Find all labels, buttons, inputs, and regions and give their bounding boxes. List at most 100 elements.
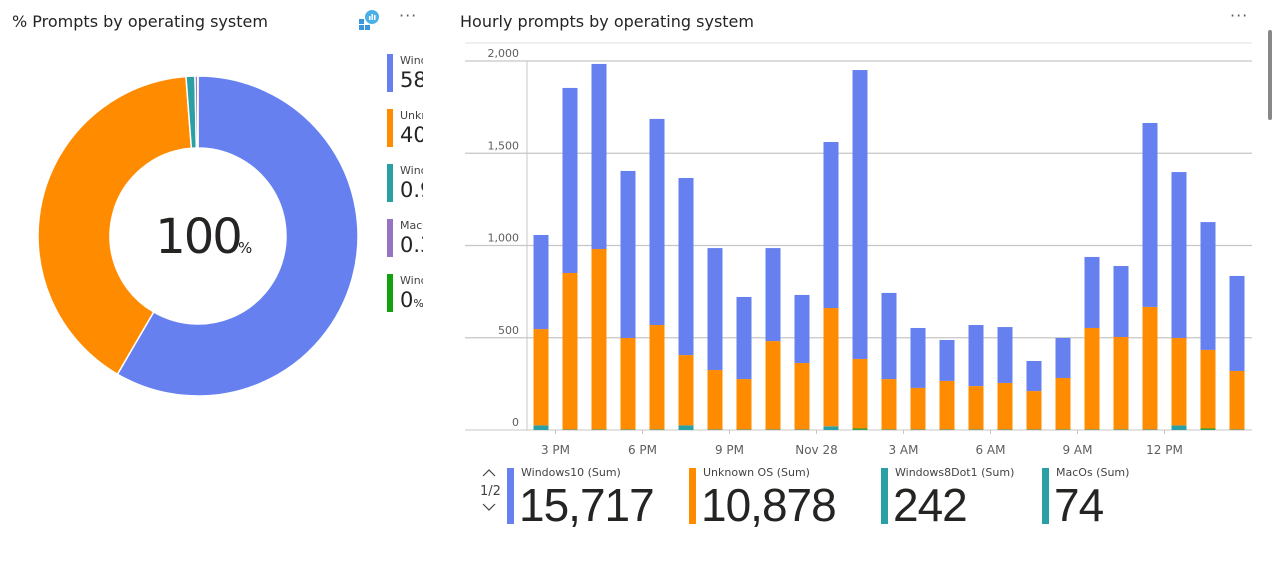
bar-segment-windows8dot1[interactable]: [910, 429, 926, 430]
bar-segment-unknown-os[interactable]: [620, 337, 636, 430]
x-tick-label: 12 PM: [1146, 443, 1183, 457]
legend-item[interactable]: Wind 0%: [387, 274, 423, 314]
bar-segment-unknown-os[interactable]: [678, 355, 694, 426]
bar-segment-unknown-os[interactable]: [736, 379, 752, 430]
legend-card-value: 10,878: [701, 479, 837, 531]
bar-segment-windows10[interactable]: [591, 63, 607, 250]
bar-segment-windows8dot1[interactable]: [533, 425, 549, 430]
bar-segment-unknown-os[interactable]: [852, 358, 868, 429]
bar-segment-unknown-os[interactable]: [707, 370, 723, 430]
bar-segment-windows10[interactable]: [1084, 256, 1100, 328]
legend-value: 58.4%: [400, 68, 423, 92]
bar-segment-windows10[interactable]: [1026, 360, 1042, 392]
legend-item[interactable]: Unknown OS 40.4%: [387, 109, 423, 149]
bar-segment-windows10[interactable]: [1229, 275, 1245, 371]
bar-segment-windows10[interactable]: [881, 292, 897, 380]
bar-segment-unknown-os[interactable]: [1229, 370, 1245, 430]
bar-segment-unknown-os[interactable]: [794, 363, 810, 430]
bar-segment-windows10[interactable]: [939, 339, 955, 381]
bar-segment-windows10[interactable]: [707, 248, 723, 371]
scrollbar[interactable]: [1268, 30, 1272, 120]
bar-segment-unknown-os[interactable]: [533, 329, 549, 426]
bar-segment-unknown-os[interactable]: [1055, 377, 1071, 430]
more-options-button[interactable]: ···: [399, 6, 418, 25]
bar-segment-windows8dot1[interactable]: [939, 429, 955, 430]
bar-segment-windows8dot1[interactable]: [1229, 429, 1245, 430]
bar-segment-windows10[interactable]: [1055, 337, 1071, 378]
bar-segment-unknown-os[interactable]: [649, 325, 665, 430]
smart-narrative-icon[interactable]: [359, 10, 379, 30]
bar-segment-macos[interactable]: [1200, 428, 1216, 430]
bar-segment-windows10[interactable]: [533, 234, 549, 330]
pager-up-icon[interactable]: [480, 466, 498, 482]
bar-segment-windows10[interactable]: [910, 327, 926, 388]
bar-segment-windows10[interactable]: [562, 87, 578, 273]
legend-item[interactable]: MacOs 0.3%: [387, 219, 423, 259]
bar-segment-unknown-os[interactable]: [910, 387, 926, 430]
donut-slice[interactable]: [116, 75, 359, 397]
bar-segment-windows10[interactable]: [736, 296, 752, 380]
bar-segment-windows10[interactable]: [852, 70, 868, 359]
legend-swatch: [507, 468, 514, 524]
bar-segment-windows10[interactable]: [649, 118, 665, 326]
bar-segment-windows10[interactable]: [1200, 222, 1216, 350]
bar-segment-windows10[interactable]: [1171, 172, 1187, 338]
y-tick-label: 500: [498, 324, 519, 337]
bar-segment-unknown-os[interactable]: [1200, 349, 1216, 429]
bar-segment-windows8dot1[interactable]: [997, 429, 1013, 430]
bar-segment-windows10[interactable]: [1142, 122, 1158, 307]
bar-segment-windows8dot1[interactable]: [620, 429, 636, 430]
bar-segment-unknown-os[interactable]: [968, 386, 984, 430]
bar-segment-windows10[interactable]: [620, 170, 636, 338]
bar-segment-windows8dot1[interactable]: [1171, 425, 1187, 430]
bar-segment-windows8dot1[interactable]: [765, 429, 781, 430]
bar-segment-unknown-os[interactable]: [997, 382, 1013, 430]
bar-segment-windows10[interactable]: [765, 248, 781, 342]
bar-segment-unknown-os[interactable]: [939, 380, 955, 430]
bar-segment-windows10[interactable]: [997, 327, 1013, 383]
bar-segment-windows8dot1[interactable]: [881, 429, 897, 430]
bar-segment-windows10[interactable]: [794, 294, 810, 364]
bar-segment-windows10[interactable]: [1113, 265, 1129, 338]
bar-segment-windows8dot1[interactable]: [562, 429, 578, 430]
bar-segment-windows8dot1[interactable]: [852, 429, 868, 430]
bar-segment-windows10[interactable]: [968, 325, 984, 387]
bar-segment-windows8dot1[interactable]: [794, 429, 810, 430]
legend-item[interactable]: Windows10 58.4%: [387, 54, 423, 94]
bar-segment-unknown-os[interactable]: [1113, 337, 1129, 430]
bar-segment-unknown-os[interactable]: [823, 308, 839, 427]
bar-segment-unknown-os[interactable]: [1142, 306, 1158, 430]
x-tick-label: 9 PM: [715, 443, 744, 457]
bar-segment-windows8dot1[interactable]: [1142, 429, 1158, 430]
bar-segment-unknown-os[interactable]: [765, 341, 781, 430]
bar-segment-windows10[interactable]: [678, 177, 694, 356]
bar-segment-windows8dot1[interactable]: [736, 429, 752, 430]
bar-segment-windows8dot1[interactable]: [968, 429, 984, 430]
bar-segment-windows8dot1[interactable]: [707, 429, 723, 430]
bar-segment-windows8dot1[interactable]: [1026, 429, 1042, 430]
bar-segment-windows8dot1[interactable]: [1055, 429, 1071, 430]
bar-segment-windows8dot1[interactable]: [1113, 429, 1129, 430]
bar-segment-unknown-os[interactable]: [1026, 391, 1042, 430]
bar-segment-windows8dot1[interactable]: [649, 429, 665, 430]
bar-segment-windows8dot1[interactable]: [591, 429, 607, 430]
bar-segment-windows8dot1[interactable]: [823, 426, 839, 430]
bar-segment-unknown-os[interactable]: [1084, 327, 1100, 430]
bar-segment-unknown-os[interactable]: [591, 249, 607, 430]
bar-segment-windows10[interactable]: [823, 141, 839, 309]
more-options-button[interactable]: ···: [1230, 6, 1249, 25]
legend-item[interactable]: Windows8Dot1 0.9%: [387, 164, 423, 204]
bar-segment-unknown-os[interactable]: [562, 272, 578, 430]
pager-down-icon[interactable]: [480, 501, 498, 516]
donut-chart: 100 %: [37, 75, 359, 397]
legend-card-label: Windows8Dot1 (Sum): [895, 466, 1015, 479]
bar-segment-unknown-os[interactable]: [1171, 337, 1187, 426]
bar-segment-windows8dot1[interactable]: [678, 425, 694, 430]
donut-slice[interactable]: [37, 75, 193, 376]
bar-segment-macos[interactable]: [852, 428, 868, 430]
legend-swatch: [881, 468, 888, 524]
legend-value: 40.4%: [400, 123, 423, 147]
bar-segment-windows8dot1[interactable]: [1084, 429, 1100, 430]
bar-segment-windows8dot1[interactable]: [1200, 429, 1216, 430]
bar-segment-unknown-os[interactable]: [881, 379, 897, 430]
